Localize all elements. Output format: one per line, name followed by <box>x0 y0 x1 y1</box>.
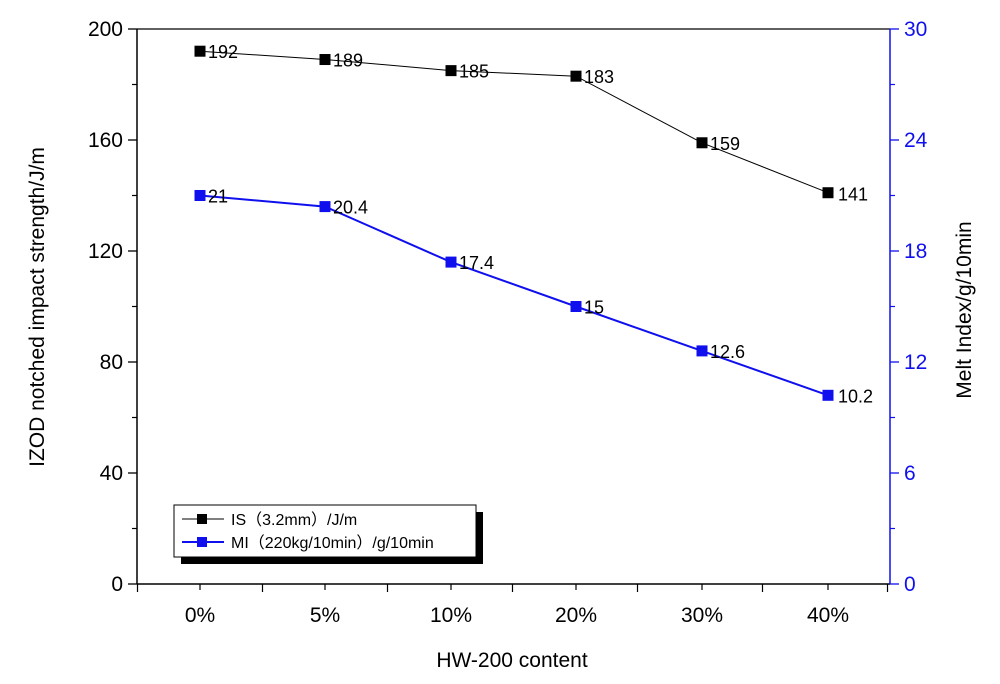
y-right-tick-label: 24 <box>904 129 928 152</box>
x-tick-label: 0% <box>185 604 215 627</box>
y-left-tick-label: 160 <box>88 129 123 152</box>
y-right-tick-label: 6 <box>904 462 916 485</box>
y-left-tick-label: 200 <box>88 18 123 41</box>
data-point-marker <box>696 345 708 357</box>
data-point-marker <box>570 70 582 82</box>
data-point-marker <box>194 45 206 57</box>
legend-marker <box>197 537 207 547</box>
y-axis-right-label: Melt Index/g/10min <box>953 221 976 398</box>
data-label: 12.6 <box>710 342 745 362</box>
series-2: 21 20.4 17.4 15 12.6 10.2 <box>194 187 873 406</box>
data-label: 141 <box>838 185 868 205</box>
legend-marker <box>197 514 207 524</box>
series-1: 192 189 185 183 159 141 <box>194 42 868 205</box>
data-point-marker <box>194 190 206 201</box>
data-point-marker <box>319 201 331 213</box>
data-label: 10.2 <box>838 386 873 406</box>
x-tick-label: 40% <box>807 604 849 627</box>
data-point-marker <box>319 54 331 66</box>
series-line <box>199 50 829 194</box>
data-label: 185 <box>459 62 489 82</box>
data-point-marker <box>822 389 834 401</box>
data-point-marker <box>696 137 708 149</box>
x-tick-label: 5% <box>310 604 340 627</box>
y-left-tick-label: 40 <box>100 462 123 485</box>
x-tick-label: 10% <box>430 604 472 627</box>
legend-label: IS（3.2mm）/J/m <box>231 511 357 529</box>
data-label: 183 <box>584 67 614 87</box>
data-point-marker <box>445 65 457 77</box>
y-left-tick-label: 0 <box>111 573 123 596</box>
legend-label: MI（220kg/10min）/g/10min <box>231 534 434 552</box>
y-axis-left-label: IZOD notched impact strength/J/m <box>26 147 49 467</box>
y-left-tick-label: 80 <box>100 351 123 374</box>
data-label: 189 <box>333 51 363 71</box>
data-label: 21 <box>208 187 228 207</box>
series-line <box>199 194 829 397</box>
series-layer: 192 189 185 183 159 141 21 20.4 17.4 15 12.6 10.2 <box>194 42 873 406</box>
x-tick-label: 30% <box>681 604 723 627</box>
legend-box <box>173 504 477 558</box>
y-right-tick-label: 18 <box>904 240 927 263</box>
y-right-tick-label: 30 <box>904 18 927 41</box>
y-right-tick-label: 12 <box>904 351 927 374</box>
x-axis-label: HW-200 content <box>436 649 588 672</box>
x-tick-label: 20% <box>555 604 597 627</box>
data-label: 20.4 <box>333 198 368 218</box>
data-label: 159 <box>710 134 740 154</box>
y-left-tick-label: 120 <box>88 240 123 263</box>
data-point-marker <box>570 301 582 312</box>
legend: IS（3.2mm）/J/m MI（220kg/10min）/g/10min <box>173 504 483 564</box>
data-label: 15 <box>584 298 604 318</box>
data-label: 17.4 <box>459 253 494 273</box>
data-point-marker <box>445 256 457 268</box>
data-point-marker <box>822 187 834 199</box>
data-label: 192 <box>208 42 238 62</box>
y-right-tick-label: 0 <box>904 573 916 596</box>
axes: 0 40 80 120 160 200 0 6 12 18 24 30 0% 5% 10% 20% 30% 40% <box>88 18 928 627</box>
